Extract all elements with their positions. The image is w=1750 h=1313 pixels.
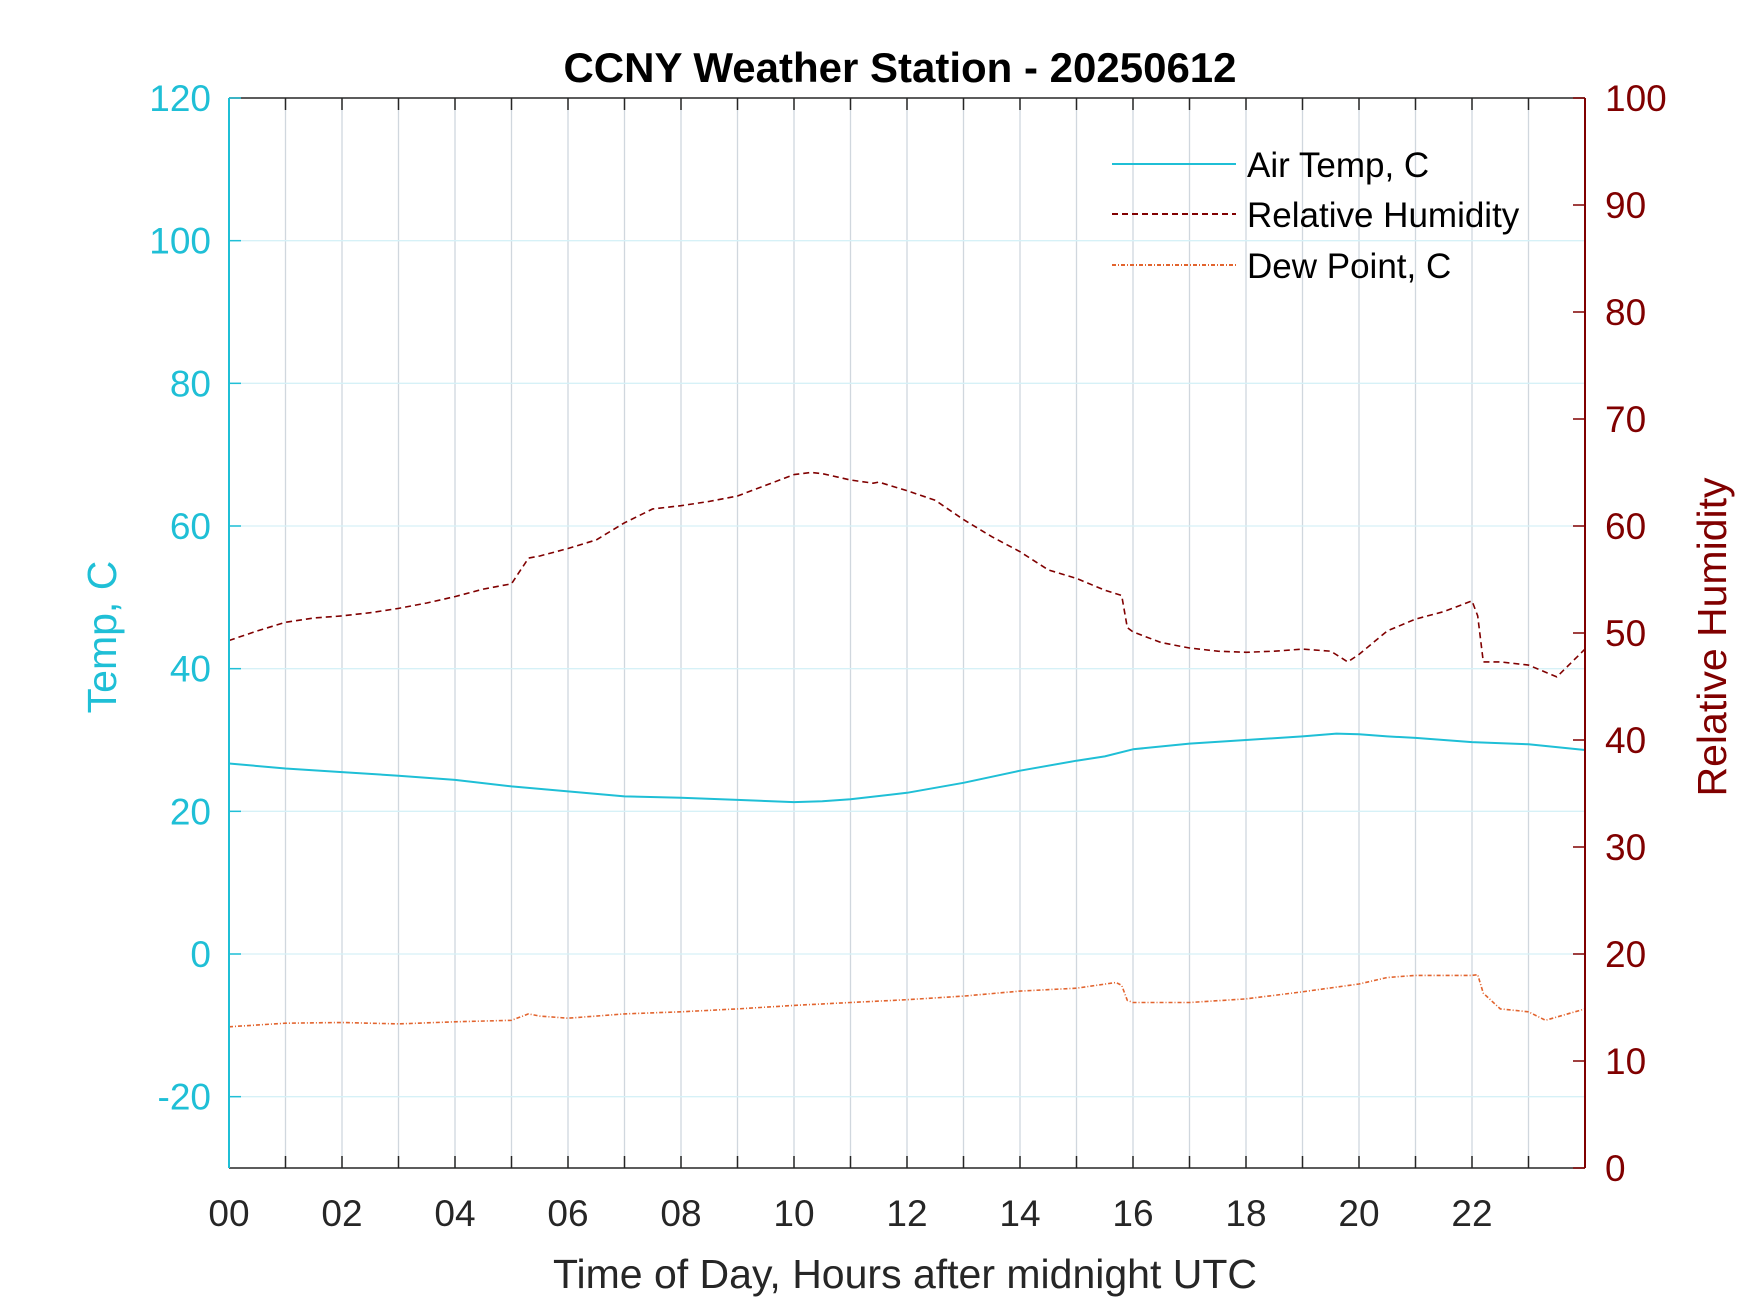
x-tick-label: 10 xyxy=(773,1193,814,1234)
y-right-tick-label: 20 xyxy=(1605,934,1646,975)
y-right-tick-label: 90 xyxy=(1605,185,1646,226)
y-left-tick-label: 60 xyxy=(170,506,211,547)
series-line-dew-point-c xyxy=(228,973,1586,1028)
y-left-tick-label: 80 xyxy=(170,363,211,404)
x-tick-label: 22 xyxy=(1451,1193,1492,1234)
legend: Air Temp, C Relative Humidity Dew Point,… xyxy=(1112,146,1520,286)
x-tick-label: 08 xyxy=(660,1193,701,1234)
x-axis-label: Time of Day, Hours after midnight UTC xyxy=(553,1251,1257,1297)
y-left-tick-label: 40 xyxy=(170,649,211,690)
y-right-tick-label: 40 xyxy=(1605,720,1646,761)
y-right-tick-label: 80 xyxy=(1605,292,1646,333)
x-tick-label: 04 xyxy=(434,1193,475,1234)
y-left-tick-label: 0 xyxy=(190,934,211,975)
y-right-tick-label: 30 xyxy=(1605,827,1646,868)
y-right-tick-label: 0 xyxy=(1605,1148,1626,1189)
y-left-tick-label: -20 xyxy=(158,1077,211,1118)
x-tick-label: 00 xyxy=(208,1193,249,1234)
y-right-tick-label: 50 xyxy=(1605,613,1646,654)
grid-layer xyxy=(229,98,1585,1168)
y-right-tick-label: 60 xyxy=(1605,506,1646,547)
x-tick-label: 12 xyxy=(886,1193,927,1234)
x-tick-label: 18 xyxy=(1225,1193,1266,1234)
series-line-air-temp-c xyxy=(228,732,1586,804)
y-right-tick-label: 10 xyxy=(1605,1041,1646,1082)
y-left-tick-label: 120 xyxy=(149,78,211,119)
x-tick-label: 16 xyxy=(1112,1193,1153,1234)
chart-title: CCNY Weather Station - 20250612 xyxy=(563,44,1236,91)
y-right-tick-label: 100 xyxy=(1605,78,1667,119)
y-right-tick-label: 70 xyxy=(1605,399,1646,440)
x-tick-label: 20 xyxy=(1338,1193,1379,1234)
legend-label-relative-humidity: Relative Humidity xyxy=(1247,196,1520,235)
y-axis-left-label: Temp, C xyxy=(79,561,125,714)
y-left-tick-label: 20 xyxy=(170,791,211,832)
x-tick-label: 06 xyxy=(547,1193,588,1234)
legend-label-air-temp: Air Temp, C xyxy=(1247,146,1429,185)
series-line-relative-humidity xyxy=(228,471,1586,678)
legend-label-dew-point: Dew Point, C xyxy=(1247,247,1451,286)
x-tick-label: 02 xyxy=(321,1193,362,1234)
axes-layer: 00 02 04 06 08 10 12 14 16 18 20 22-200204060801001… xyxy=(149,78,1666,1234)
y-left-tick-label: 100 xyxy=(149,221,211,262)
series-layer xyxy=(228,471,1586,1028)
y-axis-right-label: Relative Humidity xyxy=(1689,477,1735,796)
x-tick-label: 14 xyxy=(999,1193,1040,1234)
